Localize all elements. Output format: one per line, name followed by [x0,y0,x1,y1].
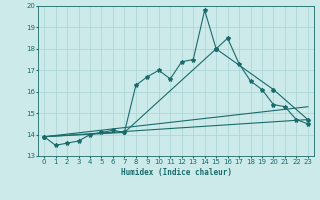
X-axis label: Humidex (Indice chaleur): Humidex (Indice chaleur) [121,168,231,177]
